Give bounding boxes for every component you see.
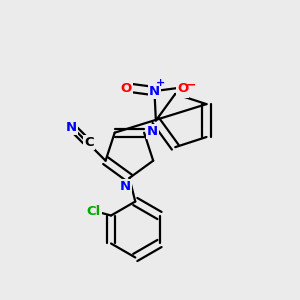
Text: N: N [149,85,160,98]
Text: C: C [84,136,94,149]
Text: O: O [177,84,188,97]
Text: −: − [185,79,196,92]
Text: N: N [66,121,77,134]
Text: Cl: Cl [86,205,100,218]
Text: N: N [119,180,130,193]
Text: N: N [147,125,158,138]
Text: +: + [156,78,165,88]
Text: O: O [120,82,131,95]
Text: O: O [177,82,189,95]
